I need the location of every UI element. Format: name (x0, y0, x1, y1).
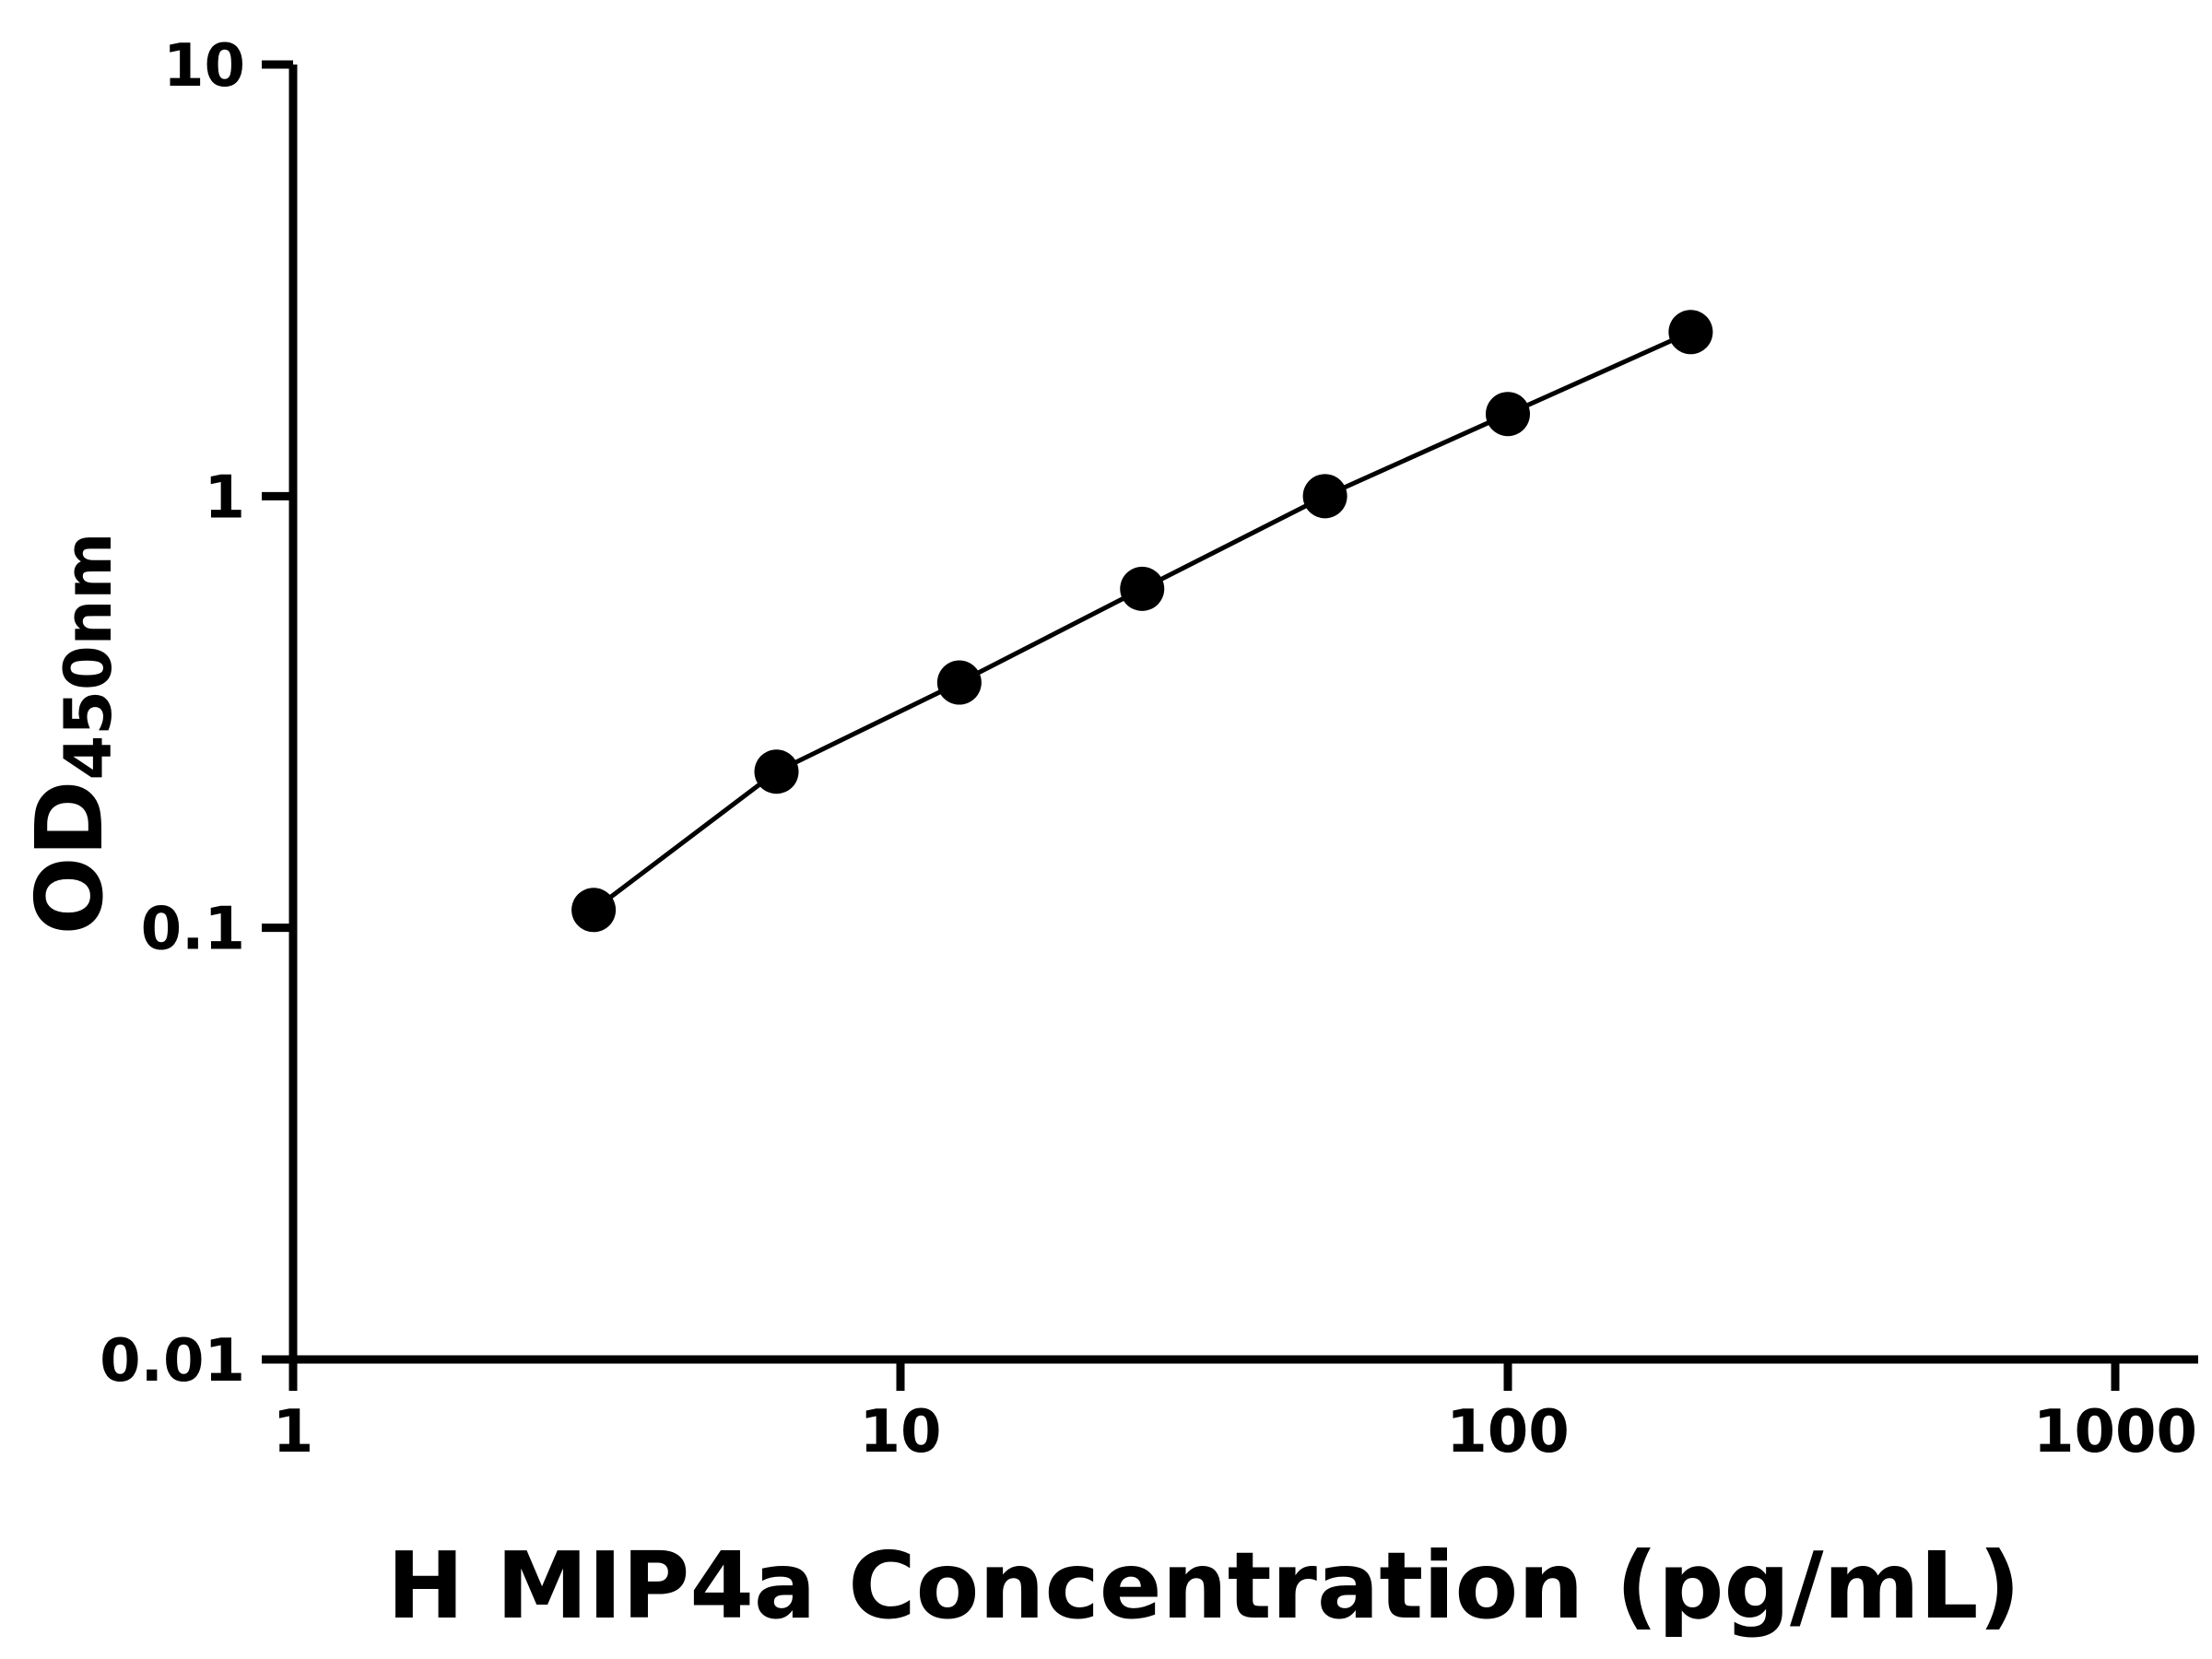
data-point (1302, 474, 1347, 519)
x-axis-ticks (288, 1359, 2120, 1391)
data-point (1486, 392, 1530, 437)
y-axis-title-sub: 450nm (51, 533, 126, 781)
data-series (571, 310, 1713, 933)
data-point (1668, 310, 1713, 355)
x-axis-tick-label: 10 (859, 1398, 941, 1466)
data-point (571, 888, 617, 933)
x-axis-tick-label: 100 (1446, 1398, 1570, 1466)
axis-lines (288, 65, 2198, 1364)
y-axis-tick-label: 0.1 (141, 896, 245, 964)
y-axis-tick-label: 1 (204, 464, 245, 532)
x-axis-tick-labels: 1 10 100 1000 (273, 1398, 2197, 1466)
data-point (1120, 566, 1165, 611)
x-axis-title: H MIP4a Concentration (pg/mL) (387, 1532, 2020, 1640)
y-axis-ticks (262, 60, 293, 1364)
y-axis-tick-labels: 0.01 0.1 1 10 (100, 32, 245, 1395)
x-axis-tick-label: 1000 (2033, 1398, 2197, 1466)
x-axis-tick-label: 1 (273, 1398, 314, 1466)
data-point (936, 660, 982, 705)
y-axis-tick-label: 10 (163, 32, 245, 100)
y-axis-title: OD450nm (16, 533, 126, 935)
y-axis-title-main: OD (16, 780, 124, 935)
data-point (754, 749, 799, 794)
y-axis-tick-label: 0.01 (100, 1327, 245, 1395)
